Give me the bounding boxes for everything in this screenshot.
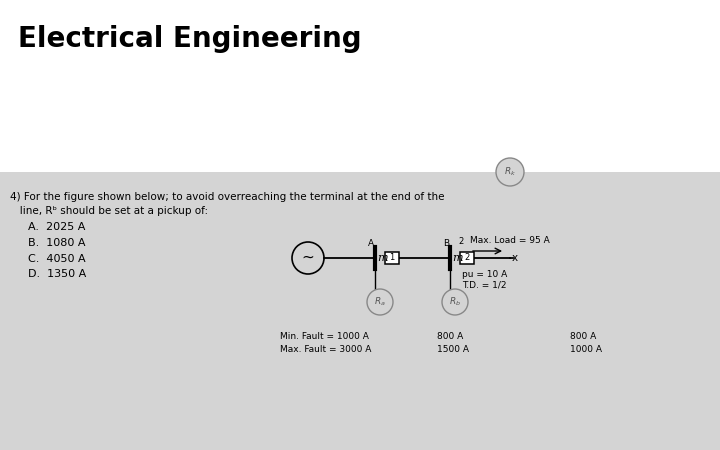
Bar — [0, 172, 720, 450]
Text: 1500 A: 1500 A — [437, 345, 469, 354]
Text: 2: 2 — [464, 253, 469, 262]
Text: line, Rᵇ should be set at a pickup of:: line, Rᵇ should be set at a pickup of: — [10, 206, 208, 216]
Text: D.  1350 A: D. 1350 A — [28, 269, 86, 279]
Text: Min. Fault = 1000 A: Min. Fault = 1000 A — [280, 332, 369, 341]
Text: Max. Load = 95 A: Max. Load = 95 A — [470, 236, 550, 245]
Text: C.  4050 A: C. 4050 A — [28, 254, 86, 264]
Text: 1: 1 — [390, 253, 395, 262]
Text: $R_k$: $R_k$ — [504, 166, 516, 178]
Text: pu = 10 A: pu = 10 A — [462, 270, 508, 279]
Circle shape — [442, 289, 468, 315]
Circle shape — [292, 242, 324, 274]
Text: 800 A: 800 A — [437, 332, 463, 341]
Text: B.  1080 A: B. 1080 A — [28, 238, 86, 248]
Text: 4) For the figure shown below; to avoid overreaching the terminal at the end of : 4) For the figure shown below; to avoid … — [10, 192, 444, 202]
Text: A: A — [368, 239, 374, 248]
Text: m: m — [377, 253, 387, 263]
Text: $R_b$: $R_b$ — [449, 296, 461, 308]
Text: $R_a$: $R_a$ — [374, 296, 386, 308]
Text: A.  2025 A: A. 2025 A — [28, 222, 86, 232]
Text: 800 A: 800 A — [570, 332, 596, 341]
Text: Max. Fault = 3000 A: Max. Fault = 3000 A — [280, 345, 372, 354]
Text: Electrical Engineering: Electrical Engineering — [18, 25, 361, 53]
Text: B: B — [443, 239, 449, 248]
Circle shape — [367, 289, 393, 315]
FancyBboxPatch shape — [460, 252, 474, 264]
Circle shape — [496, 158, 524, 186]
Text: m: m — [452, 253, 462, 263]
Text: 1000 A: 1000 A — [570, 345, 602, 354]
Text: T.D. = 1/2: T.D. = 1/2 — [462, 280, 506, 289]
Text: 2: 2 — [458, 237, 463, 246]
FancyBboxPatch shape — [385, 252, 399, 264]
Text: x: x — [512, 253, 518, 263]
Text: ~: ~ — [302, 249, 315, 265]
